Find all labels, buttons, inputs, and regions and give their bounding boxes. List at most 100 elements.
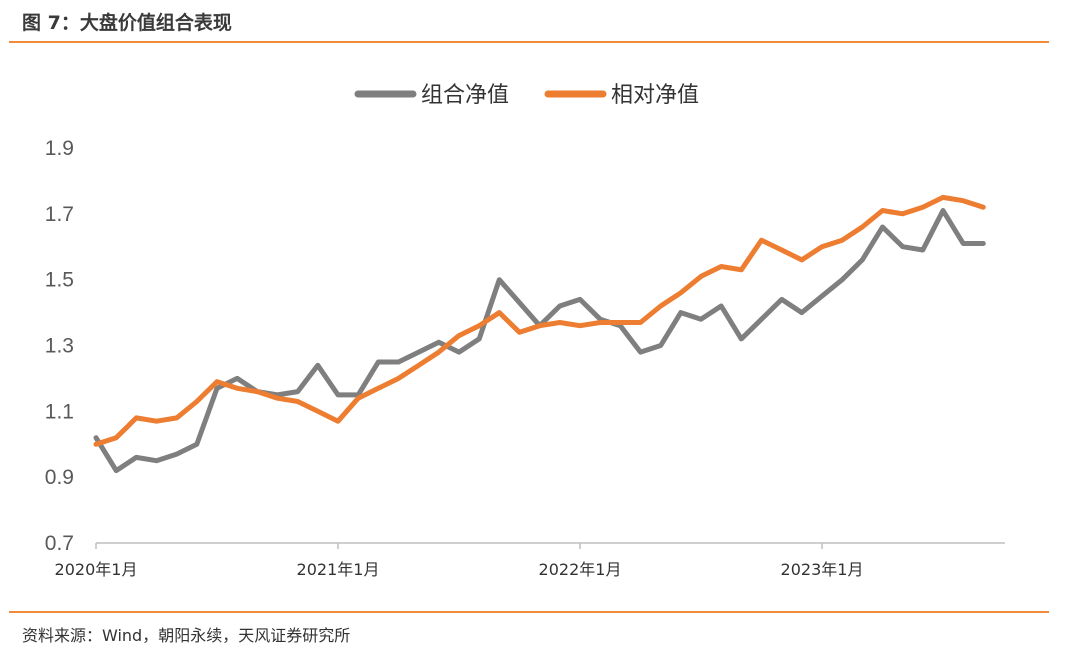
x-tick-label: 2020年1月 [55, 560, 138, 579]
data-point [539, 325, 541, 327]
data-point [962, 200, 964, 202]
data-point [478, 325, 480, 327]
y-tick-label: 1.5 [45, 269, 74, 292]
legend: 组合净值 相对净值 [354, 83, 699, 108]
data-point [781, 249, 783, 251]
data-point [902, 246, 904, 248]
data-point [761, 318, 762, 320]
y-axis-ticks: 0.7 0.9 1.1 1.3 1.5 1.7 1.9 [45, 137, 74, 555]
data-point [942, 196, 944, 198]
data-point [418, 364, 420, 366]
data-point [720, 305, 722, 307]
data-point [599, 318, 601, 320]
data-point [156, 460, 157, 462]
data-point [680, 292, 682, 294]
data-point [882, 210, 883, 211]
data-point [882, 226, 883, 228]
legend-label: 相对净值 [611, 83, 699, 108]
data-point [135, 456, 137, 458]
data-point [680, 312, 682, 314]
data-point [861, 259, 863, 261]
data-point [317, 364, 319, 366]
data-point [256, 391, 258, 393]
data-point [337, 420, 339, 422]
data-point [277, 394, 278, 396]
data-point [902, 213, 904, 215]
line-chart: 组合净值 相对净值 0.70.91.11.31.51.71.9 2020年1月 20… [45, 83, 1005, 579]
data-point [337, 394, 339, 396]
data-point [640, 351, 641, 353]
data-point [297, 401, 299, 402]
data-point [962, 243, 964, 244]
data-point [740, 338, 742, 340]
data-point [599, 322, 601, 323]
data-point [438, 351, 440, 353]
data-point [196, 443, 198, 445]
x-tick-label: 2022年1月 [539, 560, 622, 579]
legend-label: 组合净值 [421, 83, 509, 108]
data-point [115, 437, 117, 439]
data-point [740, 269, 742, 271]
data-point [196, 401, 198, 402]
series-line-1 [93, 208, 986, 474]
data-point [559, 322, 561, 323]
data-point [357, 397, 359, 399]
data-point [115, 470, 117, 472]
data-point [297, 391, 299, 393]
data-point [619, 322, 621, 323]
data-point [942, 210, 944, 211]
data-point [922, 206, 924, 208]
figure-title: 图 7：大盘价值组合表现 [22, 12, 232, 34]
data-point [236, 387, 238, 389]
data-point [458, 351, 460, 353]
y-tick-label: 1.1 [45, 400, 74, 423]
data-point [801, 312, 803, 314]
y-tick-label: 1.7 [45, 203, 74, 226]
top-rule [9, 41, 1049, 43]
data-point [841, 239, 843, 241]
data-point [579, 325, 581, 327]
data-point [761, 239, 762, 241]
data-point [660, 305, 662, 307]
data-point [317, 410, 319, 412]
data-point [216, 381, 218, 383]
data-point [982, 206, 984, 208]
data-point [458, 335, 460, 337]
x-tick-label: 2023年1月 [781, 560, 864, 579]
series-line-2 [93, 194, 986, 447]
y-tick-label: 0.7 [45, 532, 74, 555]
series-lines [93, 194, 986, 474]
x-tick-label: 2021年1月 [297, 560, 380, 579]
data-point [982, 243, 984, 244]
data-point [519, 331, 520, 333]
data-point [135, 417, 137, 419]
data-point [498, 312, 500, 314]
data-point [95, 437, 97, 439]
data-point [640, 322, 641, 323]
data-point [498, 279, 500, 281]
data-point [95, 443, 97, 445]
data-point [377, 387, 379, 389]
data-point [922, 249, 924, 251]
y-tick-label: 0.9 [45, 466, 74, 489]
data-point [579, 298, 581, 300]
data-point [398, 377, 399, 379]
data-point [700, 275, 702, 277]
data-point [720, 266, 722, 267]
data-point [478, 338, 480, 340]
data-point [619, 325, 621, 327]
bottom-rule [9, 611, 1049, 613]
data-point [236, 377, 238, 379]
y-tick-label: 1.9 [45, 137, 74, 160]
data-point [418, 351, 420, 353]
data-point [357, 394, 359, 396]
data-point [801, 259, 803, 261]
data-point [559, 305, 561, 307]
data-point [216, 387, 218, 389]
data-point [861, 226, 863, 228]
data-point [438, 341, 440, 343]
data-point [519, 302, 520, 304]
data-point [700, 318, 702, 320]
data-point [377, 361, 379, 363]
data-point [821, 246, 823, 248]
